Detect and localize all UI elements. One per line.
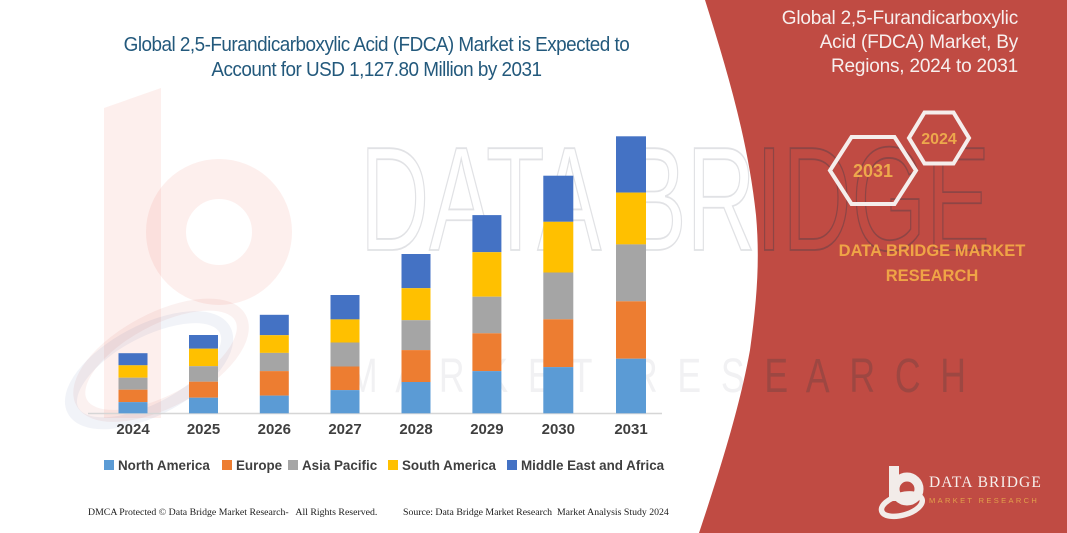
svg-text:2031: 2031 xyxy=(853,161,893,181)
svg-text:2024: 2024 xyxy=(921,131,957,148)
svg-text:M A R K E T R E S E: M A R K E T R E S E A R C H xyxy=(348,350,966,403)
svg-text:DATA BRIDGE: DATA BRIDGE xyxy=(360,117,990,282)
